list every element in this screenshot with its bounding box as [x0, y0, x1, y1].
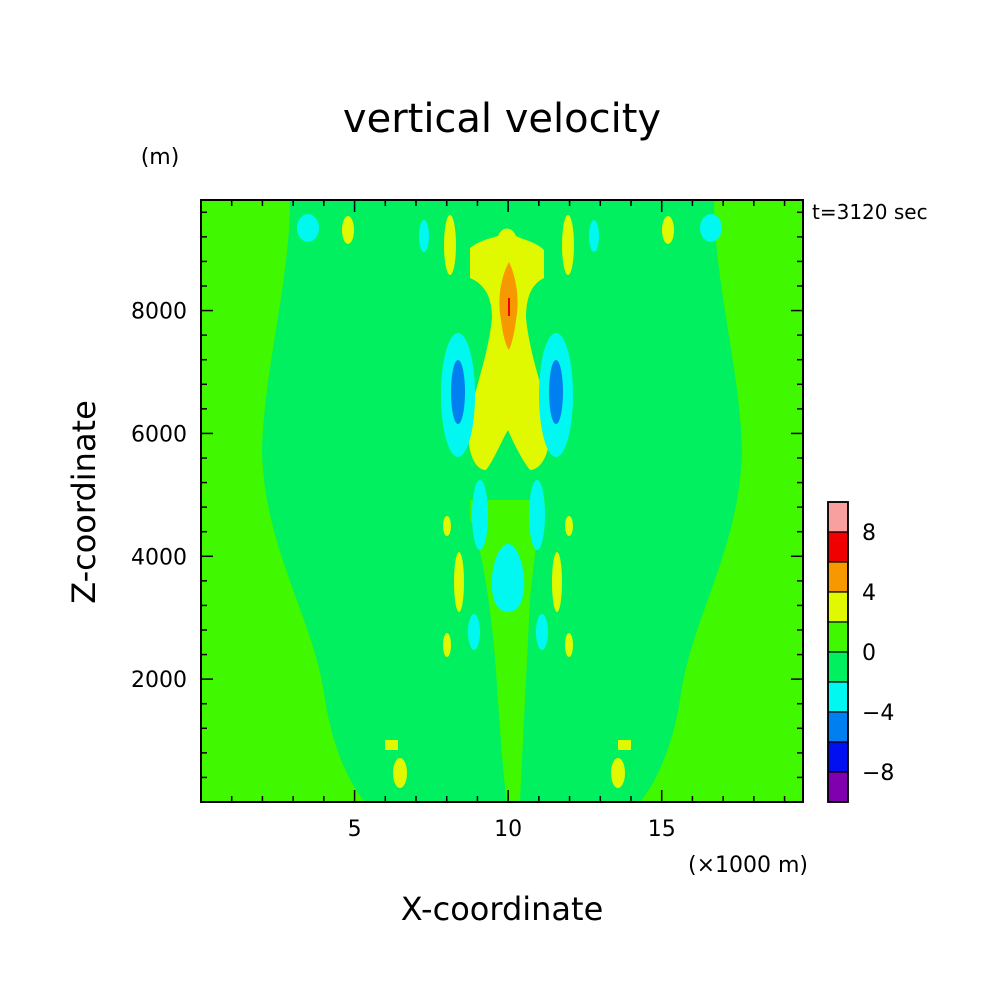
y-axis-label: Z-coordinate — [65, 400, 103, 604]
chart-title: vertical velocity — [343, 96, 661, 142]
field-green-dot-1 — [505, 738, 511, 766]
field-yellow-bottom-1 — [385, 740, 398, 750]
field-left-lower — [201, 570, 269, 752]
field-right-lower — [735, 570, 803, 752]
field-cyan-top-inner-left — [419, 220, 429, 252]
field-left-downdraft-core — [451, 360, 465, 424]
field-cyan-top-inner-right — [589, 220, 599, 252]
field-cyan-small-3 — [468, 614, 480, 650]
x-axis: 5 10 15 — [230, 200, 786, 842]
field-cyan-small-2 — [529, 480, 545, 550]
field-cyan-top-right — [700, 214, 722, 242]
field-yellow-top-1 — [342, 216, 354, 244]
field-yellow-mid-1 — [443, 516, 451, 536]
field-right-bottom-blob — [713, 755, 761, 781]
colorbar-swatch — [827, 501, 849, 533]
field-lower-downdraft — [491, 544, 525, 612]
colorbar-frame — [827, 501, 849, 803]
x-tick-label: 15 — [648, 817, 676, 842]
field-yellow-top-4 — [562, 215, 574, 275]
field-yellow-bottom-2 — [618, 740, 631, 750]
y-axis: 2000 4000 6000 8000 — [131, 211, 803, 779]
colorbar-label: 4 — [862, 581, 876, 606]
field-yellow-mid-2 — [565, 516, 573, 536]
field-left-bottom-blob — [254, 755, 302, 781]
colorbar-swatch — [827, 531, 849, 563]
colorbar-swatch — [827, 771, 849, 803]
colorbar-swatch — [827, 741, 849, 773]
y-tick-label: 2000 — [131, 668, 187, 693]
colorbar-swatch — [827, 711, 849, 743]
time-label: t=3120 sec — [812, 200, 928, 224]
field-yellow-mid-5 — [443, 633, 451, 657]
colorbar-swatch — [827, 621, 849, 653]
x-tick-label: 5 — [348, 817, 362, 842]
y-unit-label: (m) — [141, 145, 180, 170]
colorbar-label: −8 — [862, 761, 894, 786]
colorbar-label: 0 — [862, 641, 876, 666]
field-yellow-bottom-3 — [393, 758, 407, 788]
field-center-lower-strip — [470, 500, 545, 802]
y-tick-label: 4000 — [131, 545, 187, 570]
colorbar-label: 8 — [862, 521, 876, 546]
x-axis-label: X-coordinate — [401, 890, 604, 928]
colorbar-swatch — [827, 561, 849, 593]
field-right-downdraft-core — [549, 360, 563, 424]
field-cyan-top-left — [297, 214, 319, 242]
y-tick-label: 6000 — [131, 422, 187, 447]
colorbar-swatch — [827, 591, 849, 623]
y-tick-label: 8000 — [131, 300, 187, 325]
x-tick-label: 10 — [494, 817, 522, 842]
field-yellow-mid-3 — [454, 552, 464, 612]
colorbar-swatch — [827, 681, 849, 713]
field-yellow-top-2 — [662, 216, 674, 244]
colorbar-label: −4 — [862, 701, 894, 726]
colorbar: 8 4 0 −4 −8 — [827, 501, 894, 803]
colorbar-swatch — [827, 651, 849, 683]
field-yellow-bottom-4 — [611, 758, 625, 788]
x-unit-label: (×1000 m) — [688, 853, 808, 878]
contour-field — [201, 200, 803, 802]
field-yellow-mid-6 — [565, 633, 573, 657]
field-yellow-top-3 — [444, 215, 456, 275]
field-cyan-small-4 — [536, 614, 548, 650]
field-yellow-mid-4 — [552, 552, 562, 612]
field-cyan-small-1 — [472, 480, 488, 550]
plot-frame — [200, 199, 804, 803]
